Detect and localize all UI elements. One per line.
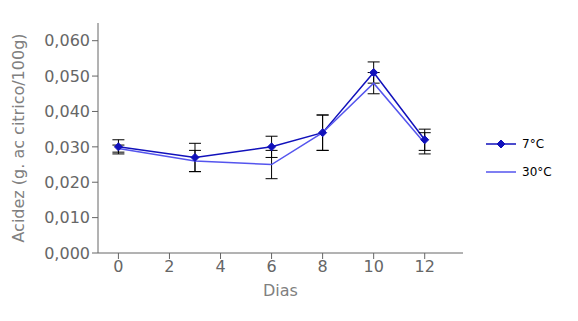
svg-text:Dias: Dias — [263, 281, 298, 300]
svg-text:0,000: 0,000 — [44, 244, 90, 263]
svg-text:8: 8 — [318, 257, 328, 276]
svg-text:0,050: 0,050 — [44, 67, 90, 86]
svg-text:12: 12 — [415, 257, 435, 276]
html-text:7°C: 7°C — [522, 137, 544, 151]
svg-text:10: 10 — [363, 257, 383, 276]
svg-text:2: 2 — [164, 257, 174, 276]
html-text:30°C: 30°C — [522, 165, 552, 179]
svg-text:0,040: 0,040 — [44, 102, 90, 121]
svg-text:0,020: 0,020 — [44, 173, 90, 192]
svg-text:6: 6 — [266, 257, 276, 276]
svg-text:0,060: 0,060 — [44, 31, 90, 50]
svg-text:4: 4 — [215, 257, 225, 276]
svg-text:Acidez (g. ac citrico/100g): Acidez (g. ac citrico/100g) — [9, 33, 28, 242]
svg-text:0: 0 — [113, 257, 123, 276]
svg-text:0,030: 0,030 — [44, 138, 90, 157]
svg-text:0,010: 0,010 — [44, 208, 90, 227]
